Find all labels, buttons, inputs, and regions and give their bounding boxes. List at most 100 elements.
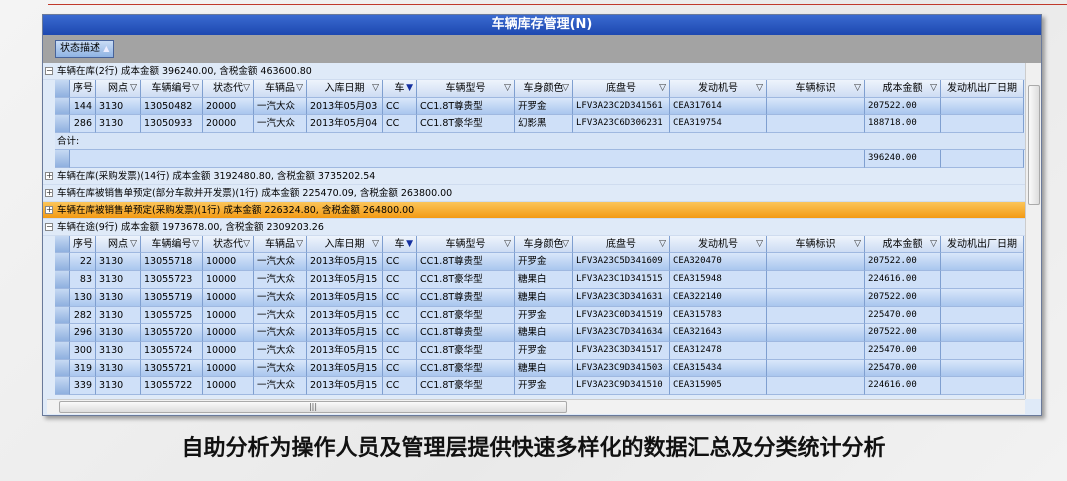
expand-icon[interactable]: + [45,204,53,214]
table-cell: CC [383,341,417,360]
filter-icon[interactable]: ▽ [192,83,199,93]
column-header[interactable]: 发动机出厂日期 [941,235,1024,254]
column-header[interactable]: 车辆品 ▽ [254,80,307,98]
filter-icon[interactable]: ▼ [406,83,413,93]
column-header[interactable]: 状态代 ▽ [203,235,254,254]
table-row[interactable]: 300 3130 13055724 10000 一汽大众 2013年05月15 CC CC1.… [55,341,1025,360]
column-header[interactable]: 发动机出厂日期 [941,80,1024,98]
column-header[interactable]: 序号 [70,80,96,98]
column-header[interactable]: 车辆品 ▽ [254,235,307,254]
row-indicator[interactable] [55,115,70,134]
table-row[interactable]: 144 3130 13050482 20000 一汽大众 2013年05月03 CC CC1.… [55,97,1025,116]
row-indicator[interactable] [55,97,70,116]
table-cell [941,341,1024,360]
table-row[interactable]: 286 3130 13050933 20000 一汽大众 2013年05月04 CC CC1.… [55,115,1025,134]
table-row[interactable]: 282 3130 13055725 10000 一汽大众 2013年05月15 CC CC1.… [55,306,1025,325]
expand-icon[interactable]: + [45,170,53,180]
table-row[interactable]: 83 3130 13055723 10000 一汽大众 2013年05月15 CC CC1.8… [55,271,1025,289]
column-header[interactable]: 网点 ▽ [96,235,141,254]
table-cell [767,359,865,378]
column-header[interactable]: 成本金额 ▽ [865,235,941,254]
filter-icon[interactable]: ▽ [562,238,569,249]
column-header[interactable]: 入库日期 ▽ [307,80,383,98]
table-row[interactable]: 130 3130 13055719 10000 一汽大众 2013年05月15 CC CC1.… [55,288,1025,307]
table-cell: LFV3A23C7D341634 [573,324,670,342]
filter-icon[interactable]: ▽ [854,83,861,93]
column-header[interactable]: 车辆型号 ▽ [417,235,515,254]
row-indicator[interactable] [55,377,70,395]
filter-icon[interactable]: ▽ [562,83,569,93]
column-header[interactable]: 发动机号 ▽ [670,80,767,98]
filter-icon[interactable]: ▽ [504,83,511,93]
row-indicator[interactable] [55,288,70,307]
table-cell: 3130 [96,324,141,342]
horizontal-scroll-thumb[interactable]: ||| [59,401,567,413]
column-header[interactable]: 底盘号 ▽ [573,80,670,98]
horizontal-scrollbar[interactable]: ||| [47,399,1025,414]
group-row[interactable]: − 车辆在途(9行) 成本金额 1973678.00, 含税金额 2309203.… [43,218,1025,236]
row-indicator[interactable] [55,253,70,272]
column-header[interactable]: 车 ▼ [383,80,417,98]
column-header[interactable]: 序号 [70,235,96,254]
column-header[interactable]: 状态代 ▽ [203,80,254,98]
group-row[interactable]: + 车辆在库被销售单预定(采购发票)(1行) 成本金额 226324.80, 含税… [43,201,1025,219]
row-indicator[interactable] [55,324,70,342]
row-indicator[interactable] [55,359,70,378]
filter-icon[interactable]: ▽ [243,83,250,93]
row-indicator[interactable] [55,306,70,325]
filter-icon[interactable]: ▼ [406,238,413,249]
table-cell: 13055725 [141,306,203,325]
vertical-scroll-thumb[interactable] [1028,85,1040,205]
table-cell: CC1.8T豪华型 [417,115,515,134]
column-header[interactable]: 底盘号 ▽ [573,235,670,254]
column-header[interactable]: 发动机号 ▽ [670,235,767,254]
collapse-icon[interactable]: − [45,66,53,75]
filter-icon[interactable]: ▽ [130,83,137,93]
group-row[interactable]: − 车辆在库(2行) 成本金额 396240.00, 含税金额 463600.80 [43,63,1025,80]
column-header[interactable]: 网点 ▽ [96,80,141,98]
column-header[interactable]: 车身颜色 ▽ [515,235,573,254]
column-header[interactable]: 车辆型号 ▽ [417,80,515,98]
filter-icon[interactable]: ▽ [504,238,511,249]
row-indicator[interactable] [55,341,70,360]
filter-icon[interactable]: ▽ [659,238,666,249]
row-indicator[interactable] [55,271,70,289]
table-row[interactable]: 296 3130 13055720 10000 一汽大众 2013年05月15 CC CC1.… [55,324,1025,342]
filter-icon[interactable]: ▽ [756,83,763,93]
filter-icon[interactable]: ▽ [659,83,666,93]
filter-icon[interactable]: ▽ [296,238,303,249]
column-header[interactable]: 车 ▼ [383,235,417,254]
table-row[interactable]: 319 3130 13055721 10000 一汽大众 2013年05月15 CC CC1.… [55,359,1025,378]
row-indicator-header [55,235,70,254]
filter-icon[interactable]: ▽ [930,83,937,93]
column-header[interactable]: 车辆编号 ▽ [141,235,203,254]
expand-icon[interactable]: + [45,187,53,197]
state-description-group-button[interactable]: 状态描述 ▲ [55,40,115,58]
filter-icon[interactable]: ▽ [243,238,250,249]
filter-icon[interactable]: ▽ [756,238,763,249]
column-header[interactable]: 车辆标识 ▽ [767,80,865,98]
table-cell: CC1.8T尊贵型 [417,324,515,342]
column-header[interactable]: 车辆编号 ▽ [141,80,203,98]
column-header[interactable]: 入库日期 ▽ [307,235,383,254]
filter-icon[interactable]: ▽ [372,83,379,93]
column-header[interactable]: 成本金额 ▽ [865,80,941,98]
table-cell: 10000 [203,341,254,360]
group-row[interactable]: + 车辆在库(采购发票)(14行) 成本金额 3192480.80, 含税金额 3… [43,167,1025,185]
collapse-icon[interactable]: − [45,221,53,231]
column-header[interactable]: 车辆标识 ▽ [767,235,865,254]
group-row[interactable]: + 车辆在库被销售单预定(部分车款并开发票)(1行) 成本金额 225470.09… [43,184,1025,202]
table-row[interactable]: 339 3130 13055722 10000 一汽大众 2013年05月15 CC CC1.… [55,377,1025,395]
filter-icon[interactable]: ▽ [192,238,199,249]
filter-icon[interactable]: ▽ [372,238,379,249]
filter-icon[interactable]: ▽ [930,238,937,249]
table-row[interactable]: 22 3130 13055718 10000 一汽大众 2013年05月15 CC CC1.8… [55,253,1025,272]
column-header[interactable]: 车身颜色 ▽ [515,80,573,98]
filter-icon[interactable]: ▽ [130,238,137,249]
column-header-label: 车身颜色 [523,83,564,94]
vertical-scrollbar[interactable] [1025,63,1041,399]
table-cell: 2013年05月15 [307,271,383,289]
table-cell: LFV3A23C0D341519 [573,306,670,325]
filter-icon[interactable]: ▽ [854,238,861,249]
filter-icon[interactable]: ▽ [296,83,303,93]
